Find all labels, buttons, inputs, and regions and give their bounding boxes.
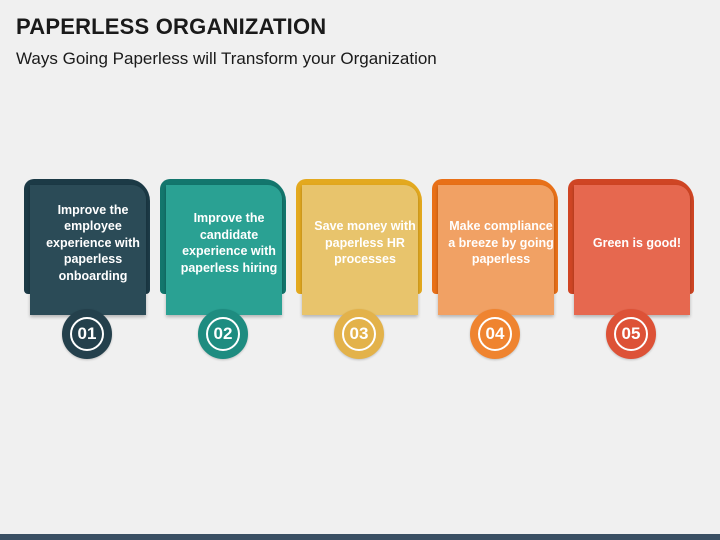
page-title: PAPERLESS ORGANIZATION (16, 14, 327, 39)
step-card-front: Green is good! (574, 185, 690, 315)
step-text: Save money with paperless HR processes (314, 219, 416, 267)
step-card-2: Improve the candidate experience with pa… (160, 179, 288, 360)
step-number-badge: 04 (470, 309, 520, 359)
step-number: 05 (614, 317, 648, 351)
step-text: Make compliance a breeze by going paperl… (448, 219, 554, 267)
step-text: Improve the candidate experience with pa… (180, 211, 278, 275)
step-number: 01 (70, 317, 104, 351)
step-card-5: Green is good! 05 (568, 179, 696, 360)
step-text: Green is good! (592, 235, 682, 250)
step-number: 04 (478, 317, 512, 351)
step-card-front: Save money with paperless HR processes (302, 185, 418, 315)
step-text: Improve the employee experience with pap… (46, 202, 140, 283)
step-card-1: Improve the employee experience with pap… (24, 179, 152, 360)
step-number-badge: 02 (198, 309, 248, 359)
step-number: 03 (342, 317, 376, 351)
step-number-badge: 03 (334, 309, 384, 359)
step-card-4: Make compliance a breeze by going paperl… (432, 179, 560, 360)
page-subtitle: Ways Going Paperless will Transform your… (16, 49, 437, 68)
step-number-badge: 05 (606, 309, 656, 359)
bottom-bar (0, 534, 720, 540)
step-number: 02 (206, 317, 240, 351)
step-card-front: Make compliance a breeze by going paperl… (438, 185, 554, 315)
step-number-badge: 01 (62, 309, 112, 359)
step-card-front: Improve the candidate experience with pa… (166, 185, 282, 315)
step-card-front: Improve the employee experience with pap… (30, 185, 146, 315)
step-card-3: Save money with paperless HR processes 0… (296, 179, 424, 360)
